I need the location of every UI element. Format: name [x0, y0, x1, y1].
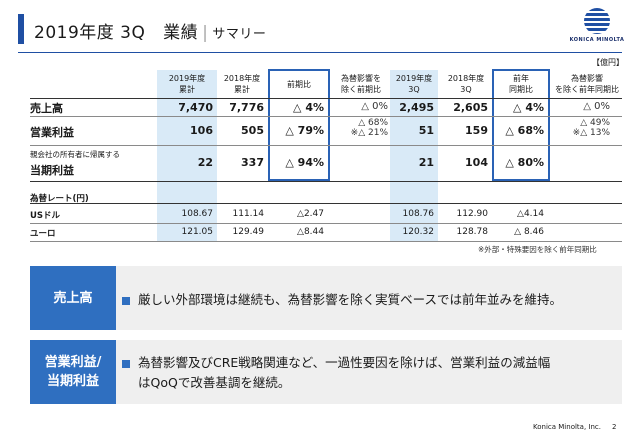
panel-body-profit: 為替影響及びCRE戦略関連など、一過性要因を除けば、営業利益の減益幅 はQoQで… — [116, 340, 622, 404]
sales-3q-yoy-exfx: △ 0% — [583, 101, 610, 112]
sales-2018-3q: 2,605 — [453, 101, 488, 114]
sales-2018-ytd: 7,776 — [229, 101, 264, 114]
panel-text-sales: 厳しい外部環境は継続も、為替影響を除く実質ベースでは前年並みを維持。 — [138, 292, 563, 307]
col-header-2019-3q: 2019年度 3Q — [395, 74, 433, 94]
op-3q-yoy-exfx-special: ※△ 13% — [572, 128, 610, 138]
op-2019-3q: 51 — [418, 124, 434, 137]
col-header-yoy-exfx: 為替影響を 除く前期比 — [341, 74, 381, 94]
page-title: 2019年度 3Q 業績 | サマリー — [34, 23, 267, 43]
sales-yoy: △ 4% — [293, 101, 324, 114]
row-divider — [30, 181, 622, 182]
usd-2018-3q: 112.90 — [456, 209, 489, 219]
net-2019-3q: 21 — [418, 156, 434, 169]
sales-2019-3q: 2,495 — [399, 101, 434, 114]
table-top-rule — [30, 98, 622, 99]
unit-label: 【億円】 — [592, 58, 624, 67]
fx-label-eur: ユーロ — [30, 229, 56, 239]
panel-text-profit-2: はQoQで改善基調を継続。 — [138, 375, 291, 390]
col-header-yoy: 前期比 — [287, 80, 311, 89]
globe-icon — [584, 8, 610, 34]
net-3q-yoy: △ 80% — [505, 156, 544, 169]
op-yoy-exfx-special: ※△ 21% — [350, 128, 388, 138]
usd-3q-yoy: △4.14 — [517, 209, 544, 219]
op-3q-yoy-exfx: △ 49% — [580, 118, 610, 128]
eur-2018-ytd: 129.49 — [232, 227, 265, 237]
row-label-net: 当期利益 — [30, 164, 74, 177]
bullet-icon — [122, 296, 130, 305]
table-bottom-rule — [30, 241, 622, 242]
row-divider — [30, 223, 622, 224]
net-yoy: △ 94% — [285, 156, 324, 169]
header-divider — [18, 52, 622, 53]
usd-yoy: △2.47 — [297, 209, 324, 219]
op-2018-3q: 159 — [465, 124, 488, 137]
page-number: 2 — [612, 423, 617, 431]
usd-2018-ytd: 111.14 — [232, 209, 265, 219]
op-2019-ytd: 106 — [190, 124, 213, 137]
col-header-2019-ytd: 2019年度 累計 — [168, 74, 206, 94]
row-divider — [30, 145, 622, 146]
company-logo: KONICA MINOLTA — [566, 8, 628, 43]
eur-yoy: △8.44 — [297, 227, 324, 237]
eur-2019-ytd: 121.05 — [181, 227, 214, 237]
usd-2019-ytd: 108.67 — [181, 209, 214, 219]
op-yoy: △ 79% — [285, 124, 324, 137]
row-divider — [30, 116, 622, 117]
row-label-sales: 売上高 — [30, 102, 63, 115]
row-sublabel-net: 親会社の所有者に帰属する — [30, 150, 120, 159]
sales-yoy-exfx: △ 0% — [361, 101, 388, 112]
usd-2019-3q: 108.76 — [402, 209, 435, 219]
op-yoy-exfx: △ 68% — [358, 118, 388, 128]
eur-2018-3q: 128.78 — [456, 227, 489, 237]
footnote: ※外部・特殊要因を除く前年同期比 — [478, 245, 597, 254]
col-header-2018-ytd: 2018年度 累計 — [223, 74, 261, 94]
panel-label-sales: 売上高 — [30, 266, 116, 330]
title-accent-bar — [18, 14, 24, 44]
eur-2019-3q: 120.32 — [402, 227, 435, 237]
bullet-icon — [122, 359, 130, 368]
yoy-highlight-box — [268, 69, 330, 181]
3q-yoy-highlight-box — [492, 69, 550, 181]
col-header-2018-3q: 2018年度 3Q — [447, 74, 485, 94]
row-label-op: 営業利益 — [30, 126, 74, 139]
panel-body-sales: 厳しい外部環境は継続も、為替影響を除く実質ベースでは前年並みを維持。 — [116, 266, 622, 330]
net-2018-ytd: 337 — [241, 156, 264, 169]
sales-2019-ytd: 7,470 — [178, 101, 213, 114]
panel-text-profit-1: 為替影響及びCRE戦略関連など、一過性要因を除けば、営業利益の減益幅 — [138, 355, 551, 370]
fx-label-usd: USドル — [30, 211, 61, 221]
eur-3q-yoy: △ 8.46 — [514, 227, 544, 237]
op-3q-yoy: △ 68% — [505, 124, 544, 137]
footer-company: Konica Minolta, Inc. — [533, 423, 601, 431]
fx-title: 為替レート(円) — [30, 194, 89, 204]
net-2018-3q: 104 — [465, 156, 488, 169]
col-header-3q-yoy: 前年 同期比 — [509, 74, 533, 94]
op-2018-ytd: 505 — [241, 124, 264, 137]
fx-top-rule — [30, 203, 622, 204]
net-2019-ytd: 22 — [197, 156, 213, 169]
panel-label-profit: 営業利益/当期利益 — [30, 340, 116, 404]
col-header-3q-yoy-exfx: 為替影響 を除く前年同期比 — [555, 74, 619, 94]
sales-3q-yoy: △ 4% — [513, 101, 544, 114]
